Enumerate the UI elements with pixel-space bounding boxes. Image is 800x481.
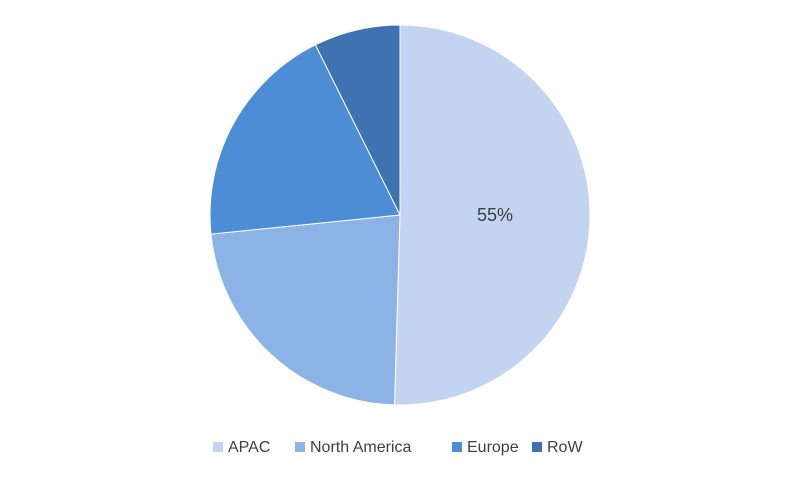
legend-swatch	[532, 442, 542, 452]
legend-label: RoW	[547, 439, 583, 456]
legend-swatch	[452, 442, 462, 452]
pie-slice	[209, 44, 401, 235]
data-label: 55%	[477, 205, 513, 225]
legend-swatch	[213, 442, 223, 452]
legend-label: North America	[310, 439, 411, 456]
pie-slice	[394, 24, 591, 406]
legend-label: Europe	[467, 439, 519, 456]
legend-swatch	[295, 442, 305, 452]
legend-label: APAC	[228, 439, 270, 456]
pie-slice	[210, 214, 401, 406]
pie-slice	[314, 24, 401, 216]
